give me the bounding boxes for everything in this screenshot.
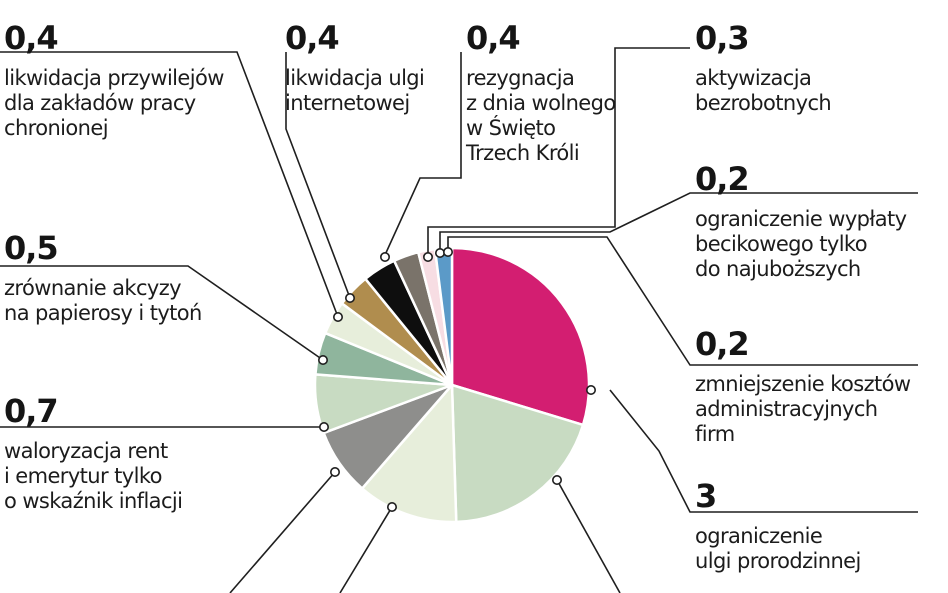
pie-slice-11 — [433, 246, 454, 387]
pie-slice-0 — [450, 246, 591, 427]
label-zaklady-pracy-chronionej: 0,4 likwidacja przywilejów dla zakładów … — [4, 22, 224, 141]
slice-description: ograniczenie ulgi prorodzinnej — [695, 524, 861, 573]
slice-description: waloryzacja rent i emerytur tylko o wska… — [4, 439, 183, 513]
label-trzech-kroli: 0,4 rezygnacja z dnia wolnego w Święto T… — [466, 22, 616, 166]
leader-waloryzacja-dot — [318, 421, 329, 432]
label-aktywizacja-bezrobotnych: 0,3 aktywizacja bezrobotnych — [695, 19, 832, 116]
leader-becikowe — [439, 192, 918, 253]
slice-value: 0,5 — [4, 229, 59, 267]
slice-value: 0,4 — [285, 19, 340, 57]
leader-becikowe-dot — [434, 248, 445, 259]
label-ulga-internetowa: 0,4 likwidacja ulgi internetowej — [285, 19, 425, 116]
leader-lines — [0, 47, 918, 593]
slice-value: 0,2 — [695, 325, 750, 363]
leader-slice-light — [339, 506, 393, 593]
leader-ulga-prorodzinna-dot — [585, 384, 596, 395]
leader-koszty — [447, 236, 918, 366]
leader-slice-light-dot — [386, 501, 397, 512]
label-koszty-administracyjne: 0,2 zmniejszenie kosztów administracyjny… — [695, 325, 911, 447]
slice-description: aktywizacja bezrobotnych — [695, 66, 832, 115]
slice-description: zrównanie akcyzy na papierosy i tytoń — [4, 276, 202, 325]
slice-description: likwidacja przywilejów dla zakładów prac… — [4, 66, 224, 140]
label-ulga-prorodzinna: 3 ograniczenie ulgi prorodzinnej — [695, 480, 861, 574]
leader-akcyza — [0, 265, 324, 361]
pie-slice-1 — [450, 383, 585, 524]
leader-slice-gray-dot — [329, 466, 340, 477]
leader-przywileje-dot — [332, 311, 343, 322]
leader-internet — [285, 52, 351, 299]
leader-przywileje — [0, 51, 339, 318]
slice-description: rezygnacja z dnia wolnego w Święto Trzec… — [466, 66, 616, 165]
pie-slice-2 — [360, 383, 458, 524]
slice-value: 0,4 — [466, 19, 521, 57]
slice-value: 0,3 — [695, 19, 750, 57]
label-akcyza: 0,5 zrównanie akcyzy na papierosy i tyto… — [4, 232, 202, 326]
slice-value: 0,4 — [4, 19, 59, 57]
leader-koszty-dot — [442, 247, 453, 258]
leader-trzech-kroli — [384, 52, 462, 256]
leader-internet-dot — [344, 292, 355, 303]
slice-description: ograniczenie wypłaty becikowego tylko do… — [695, 207, 907, 281]
leader-slice-green — [556, 479, 621, 593]
label-waloryzacja-rent: 0,7 waloryzacja rent i emerytur tylko o … — [4, 392, 183, 514]
leader-aktywizacja-dot — [422, 252, 433, 263]
leader-slice-green-dot — [551, 474, 562, 485]
leader-slice-gray — [229, 471, 336, 593]
slice-value: 0,2 — [695, 160, 750, 198]
label-becikowe: 0,2 ograniczenie wypłaty becikowego tylk… — [695, 160, 907, 282]
leader-aktywizacja — [427, 47, 690, 257]
slice-description: zmniejszenie kosztów administracyjnych f… — [695, 372, 911, 446]
slice-value: 0,7 — [4, 392, 59, 430]
leader-ulga-prorodzinna — [609, 389, 918, 513]
slice-description: likwidacja ulgi internetowej — [285, 66, 425, 115]
pie-slices — [313, 246, 591, 524]
leader-trzech-kroli-dot — [379, 252, 390, 263]
slice-value: 3 — [695, 477, 717, 515]
leader-akcyza-dot — [317, 354, 328, 365]
